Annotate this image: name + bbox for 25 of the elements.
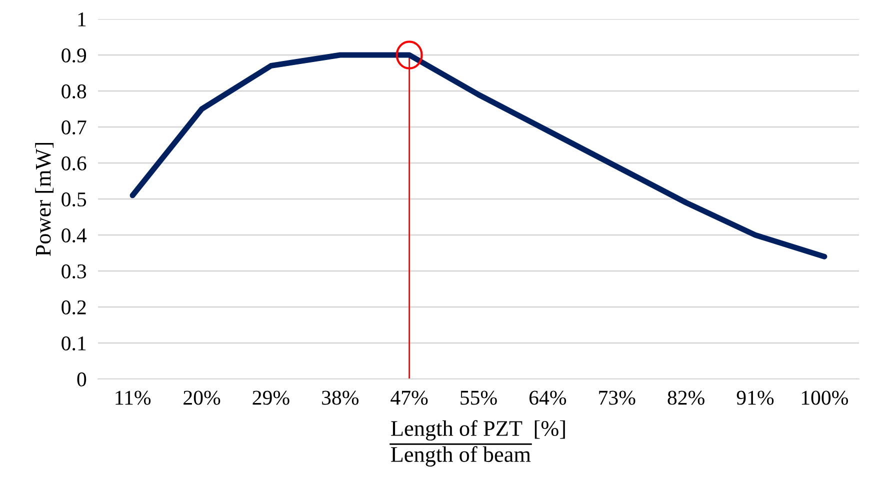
x-tick-label: 11%: [116, 390, 151, 405]
x-axis-title: Length of PZT [%]: [391, 420, 565, 441]
x-tick-label: 38%: [322, 390, 359, 405]
y-tick-label: 0.8: [62, 84, 86, 99]
y-tick-label: 0.3: [62, 264, 86, 279]
y-tick-label: 1: [78, 12, 86, 26]
x-tick-label: 20%: [184, 390, 220, 405]
x-tick-label: 55%: [460, 390, 497, 405]
x-tick-label: 100%: [802, 390, 848, 405]
x-tick-label: 91%: [736, 390, 774, 405]
x-tick-label: 64%: [529, 390, 566, 405]
y-tick-label: 0: [77, 372, 86, 386]
y-tick-label: 0.6: [62, 156, 86, 171]
y-tick-label: 0.7: [62, 120, 86, 135]
text: Length of beam: [390, 446, 531, 467]
x-tick-label: 73%: [599, 390, 636, 405]
y-tick-label: 0.5: [62, 192, 86, 207]
y-tick-label: 0.2: [62, 300, 86, 315]
x-tick-label: 29%: [252, 390, 290, 405]
y-tick-label: 0.4: [62, 228, 87, 243]
y-tick-label: 0.1: [62, 336, 86, 351]
x-tick-label: 82%: [668, 390, 704, 405]
x-tick-label: 47%: [390, 390, 428, 405]
y-axis-title: Power [mW]: [35, 142, 54, 256]
y-tick-label: 0.9: [62, 48, 86, 63]
